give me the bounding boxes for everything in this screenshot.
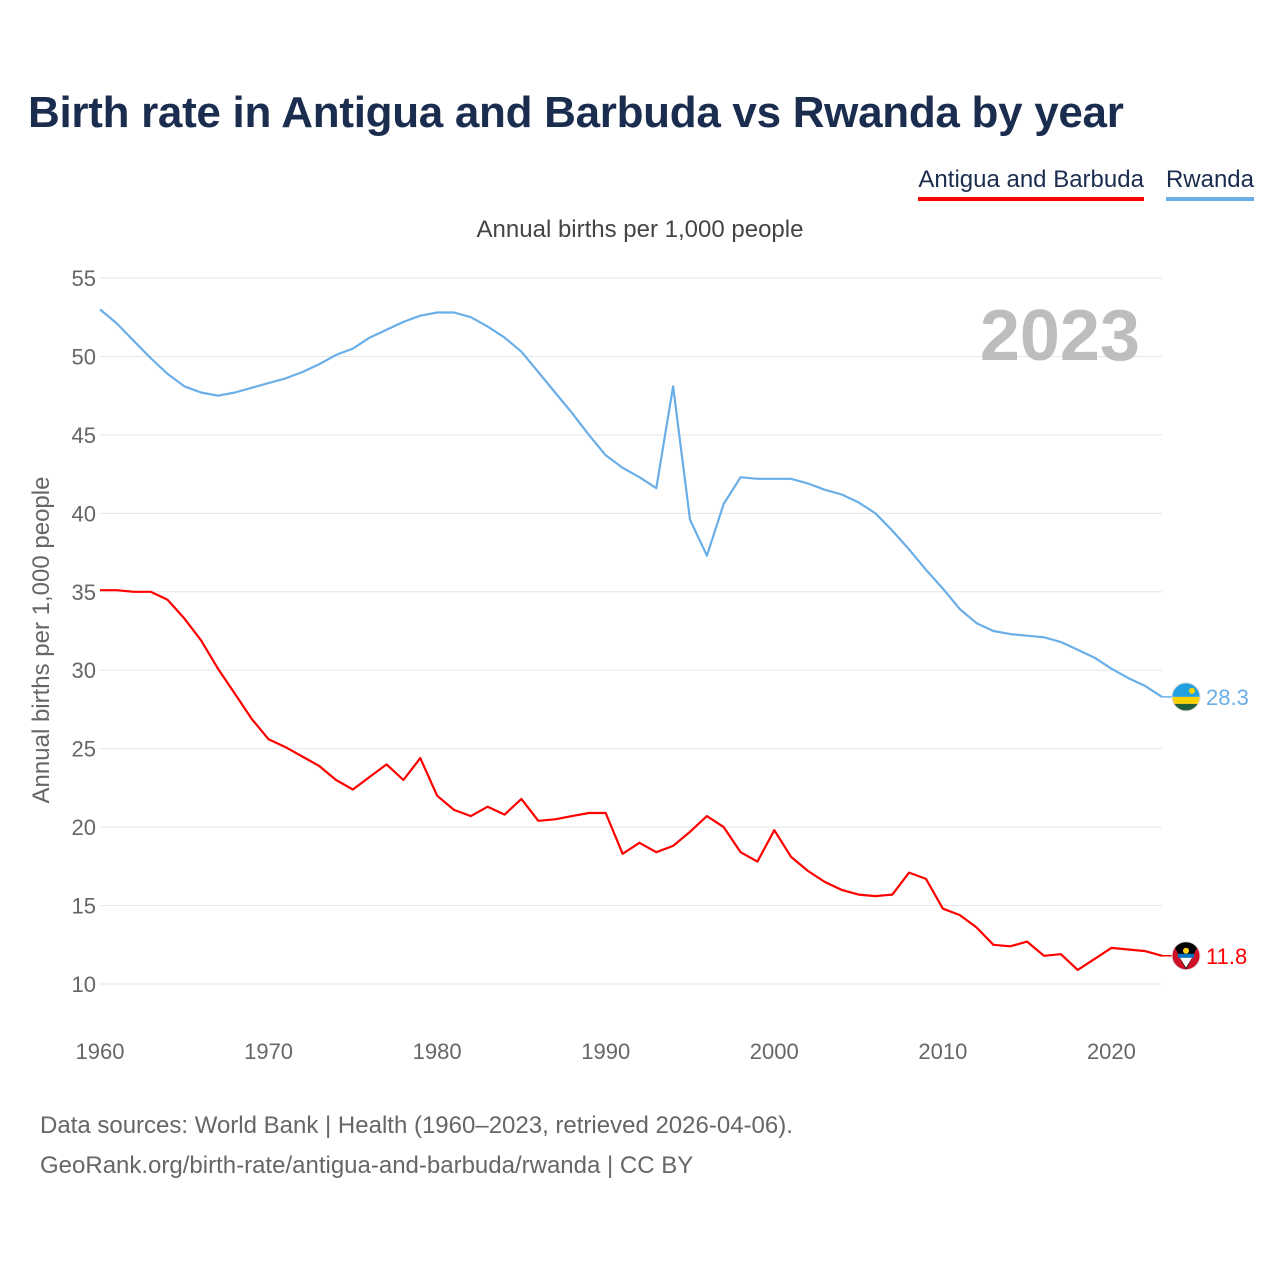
x-tick-label-1970: 1970 (244, 1039, 293, 1064)
footer: Data sources: World Bank | Health (1960–… (40, 1106, 793, 1186)
y-tick-label-25: 25 (72, 737, 96, 762)
x-tick-label-1980: 1980 (413, 1039, 462, 1064)
footer-url: GeoRank.org/birth-rate/antigua-and-barbu… (40, 1152, 694, 1179)
end-label-antigua-and-barbuda: 11.8 (1206, 944, 1247, 969)
chart-title: Birth rate in Antigua and Barbuda vs Rwa… (28, 88, 1124, 137)
series-line-antigua-and-barbuda (100, 589, 1163, 972)
x-tick-label-2000: 2000 (750, 1039, 799, 1064)
y-tick-label-20: 20 (72, 815, 96, 840)
y-tick-label-50: 50 (72, 344, 96, 369)
end-marker-rwanda (1162, 682, 1201, 712)
y-tick-label-45: 45 (72, 423, 96, 448)
y-tick-label-35: 35 (72, 580, 96, 605)
year-watermark: 2023 (980, 296, 1140, 376)
x-tick-label-1990: 1990 (581, 1039, 630, 1064)
legend: Antigua and Barbuda Rwanda (918, 166, 1254, 201)
y-tick-label-30: 30 (72, 658, 96, 683)
y-tick-label-15: 15 (72, 894, 96, 919)
legend-item-rwanda[interactable]: Rwanda (1165, 166, 1254, 201)
y-tick-label-10: 10 (72, 972, 96, 997)
legend-item-antigua-and-barbuda[interactable]: Antigua and Barbuda (918, 166, 1144, 201)
end-marker-antigua-and-barbuda (1162, 941, 1201, 971)
y-tick-label-55: 55 (72, 266, 96, 291)
series-line-rwanda (99, 308, 1163, 698)
x-tick-label-2020: 2020 (1087, 1039, 1136, 1064)
end-label-rwanda: 28.3 (1206, 685, 1249, 710)
chart-subtitle: Annual births per 1,000 people (476, 216, 804, 243)
rwanda-flag-icon (1172, 682, 1200, 711)
x-tick-label-2010: 2010 (918, 1039, 967, 1064)
footer-sources: Data sources: World Bank | Health (1960–… (40, 1112, 793, 1139)
x-tick-label-1960: 1960 (76, 1039, 125, 1064)
y-tick-label-40: 40 (72, 501, 96, 526)
antigua-flag-icon (1172, 941, 1200, 970)
